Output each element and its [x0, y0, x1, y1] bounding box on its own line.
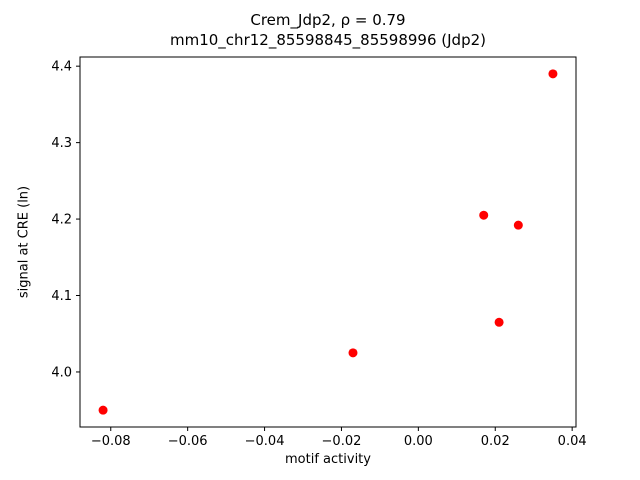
y-tick-label: 4.3: [51, 136, 72, 151]
x-axis-label: motif activity: [285, 452, 371, 467]
x-tick-label: −0.06: [168, 434, 208, 449]
x-tick-label: 0.04: [558, 434, 587, 449]
scatter-point: [479, 210, 489, 220]
x-tick-label: 0.02: [481, 434, 510, 449]
x-tick-label: −0.02: [322, 434, 362, 449]
plot-frame: [79, 56, 577, 428]
y-tick-label: 4.4: [51, 60, 72, 75]
chart-subtitle: mm10_chr12_85598845_85598996 (Jdp2): [170, 31, 486, 49]
scatter-point: [494, 317, 504, 327]
scatter-point: [348, 348, 358, 358]
scatter-point: [98, 405, 108, 415]
x-tick-label: 0.00: [404, 434, 433, 449]
x-tick-label: −0.04: [245, 434, 285, 449]
chart-title-block: Crem_Jdp2, ρ = 0.79 mm10_chr12_85598845_…: [80, 10, 576, 50]
scatter-point: [548, 69, 558, 79]
y-tick-label: 4.1: [51, 289, 72, 304]
chart-title: Crem_Jdp2, ρ = 0.79: [250, 11, 406, 29]
x-tick-label: −0.08: [91, 434, 131, 449]
y-tick-label: 4.2: [51, 213, 72, 228]
y-axis-label: signal at CRE (ln): [16, 185, 32, 299]
y-tick-label: 4.0: [51, 365, 72, 380]
scatter-point: [513, 220, 523, 230]
